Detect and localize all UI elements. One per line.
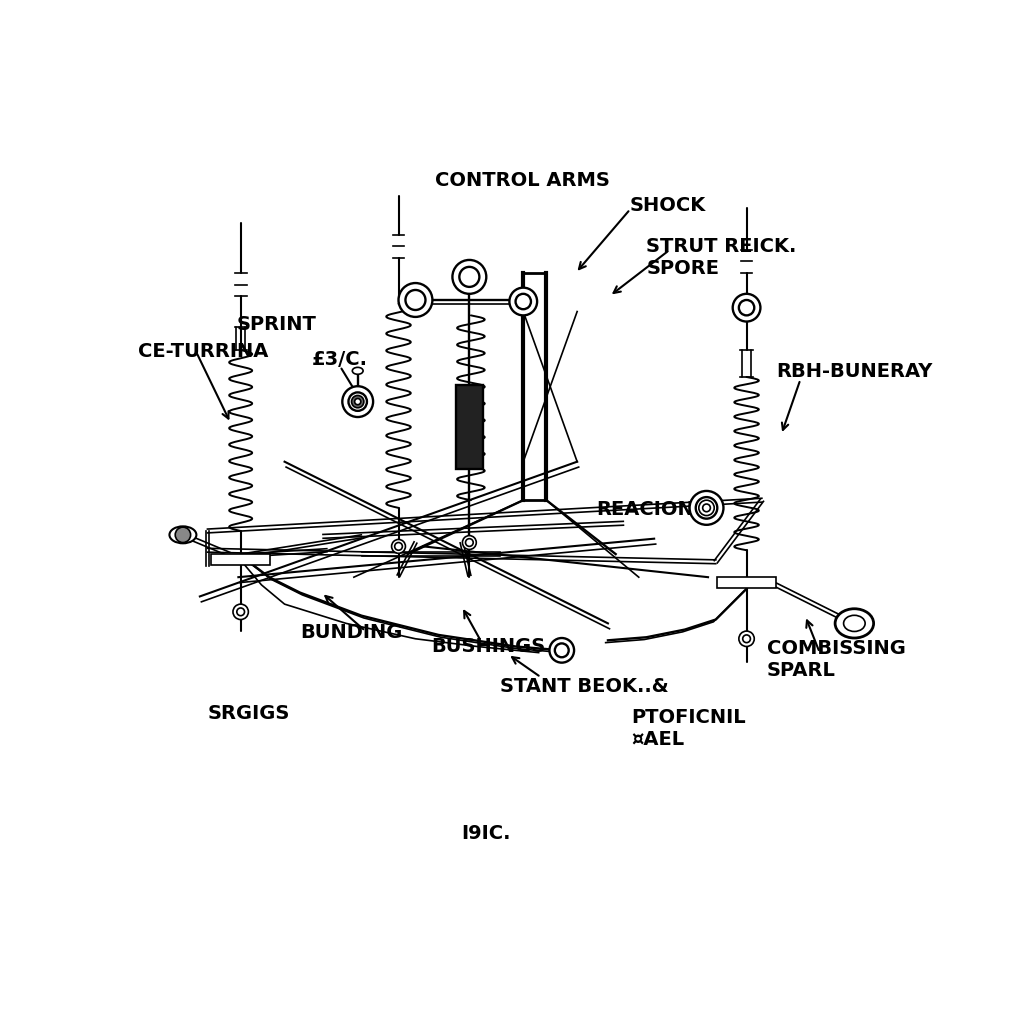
Circle shape	[742, 635, 751, 643]
Circle shape	[695, 497, 717, 519]
Circle shape	[463, 536, 476, 550]
Text: SHOCK: SHOCK	[630, 196, 706, 215]
Circle shape	[698, 500, 714, 515]
Ellipse shape	[352, 368, 364, 375]
Circle shape	[460, 267, 479, 287]
Circle shape	[515, 294, 531, 309]
Bar	[456, 385, 483, 469]
Circle shape	[233, 604, 249, 620]
Circle shape	[739, 300, 755, 315]
Text: RBH-BUNERAY: RBH-BUNERAY	[776, 361, 932, 381]
Circle shape	[342, 386, 373, 417]
Text: SRGIGS: SRGIGS	[208, 705, 290, 723]
Ellipse shape	[836, 608, 873, 638]
Text: BUNDING: BUNDING	[300, 624, 402, 642]
Ellipse shape	[844, 615, 865, 632]
Circle shape	[702, 504, 711, 512]
Circle shape	[175, 527, 190, 543]
Text: CE-TURRINA: CE-TURRINA	[138, 342, 268, 361]
Text: REACION: REACION	[596, 500, 694, 519]
Text: £3/C.: £3/C.	[311, 350, 368, 369]
Circle shape	[351, 395, 364, 408]
Circle shape	[398, 283, 432, 316]
Bar	[211, 554, 270, 565]
Text: COMBISSING
SPARL: COMBISSING SPARL	[767, 639, 905, 680]
Text: PTOFICNIL
¤AEL: PTOFICNIL ¤AEL	[631, 708, 745, 750]
Circle shape	[237, 608, 245, 615]
Circle shape	[555, 643, 568, 657]
Text: I9IC.: I9IC.	[462, 823, 511, 843]
Circle shape	[848, 617, 860, 630]
Circle shape	[689, 490, 724, 525]
Circle shape	[453, 260, 486, 294]
Bar	[717, 578, 776, 588]
Circle shape	[739, 631, 755, 646]
Text: STRUT REICK.
SPORE: STRUT REICK. SPORE	[646, 237, 797, 278]
Circle shape	[550, 638, 574, 663]
Text: CONTROL ARMS: CONTROL ARMS	[435, 171, 609, 189]
Circle shape	[509, 288, 538, 315]
Text: SPRINT: SPRINT	[237, 315, 316, 335]
Ellipse shape	[169, 526, 197, 544]
Text: BUSHINGS: BUSHINGS	[431, 637, 545, 656]
Circle shape	[348, 392, 367, 411]
Circle shape	[391, 540, 406, 553]
Circle shape	[733, 294, 761, 322]
Circle shape	[466, 539, 473, 547]
Circle shape	[354, 398, 360, 404]
Text: STANT BEOK..&: STANT BEOK..&	[500, 677, 669, 696]
Circle shape	[406, 290, 425, 310]
Circle shape	[394, 543, 402, 550]
